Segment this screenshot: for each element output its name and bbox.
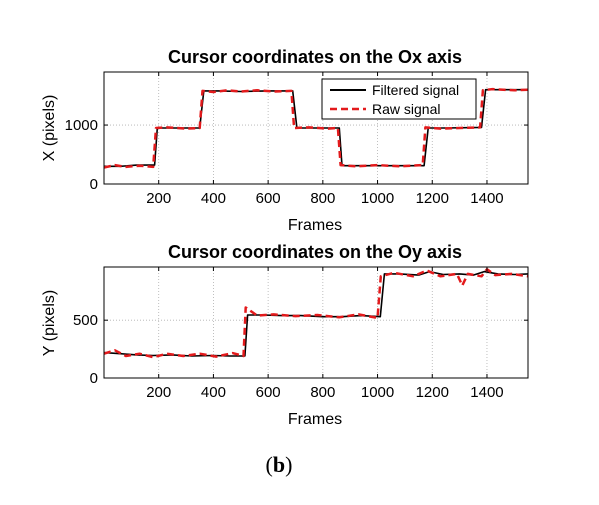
y-tick-label: 1000 [65, 117, 98, 134]
x-tick-label: 200 [146, 384, 171, 401]
y-tick-label: 0 [90, 370, 98, 387]
caption-open-paren: ( [266, 452, 273, 477]
legend: Filtered signal Raw signal [321, 78, 477, 120]
x-tick-label: 600 [256, 190, 281, 207]
caption-label: b [273, 452, 285, 477]
chart-title: Cursor coordinates on the Oy axis [168, 242, 462, 262]
plot-background [104, 267, 528, 378]
y-axis-label: X (pixels) [41, 95, 58, 162]
x-tick-label: 1000 [361, 384, 394, 401]
chart-oy-axis: Cursor coordinates on the Oy axis Frames… [41, 242, 529, 428]
x-tick-label: 1200 [416, 190, 449, 207]
y-tick-label: 0 [90, 176, 98, 193]
chart-ox-axis: Cursor coordinates on the Ox axis Frames… [41, 47, 529, 234]
figure-caption: (b) [266, 452, 293, 477]
series-line-raw [103, 268, 529, 359]
x-tick-label: 1200 [416, 384, 449, 401]
x-axis-label: Frames [288, 217, 342, 234]
x-tick-label: 1400 [470, 190, 503, 207]
legend-box [321, 78, 477, 120]
x-tick-label: 800 [310, 384, 335, 401]
caption-close-paren: ) [285, 452, 292, 477]
x-tick-label: 600 [256, 384, 281, 401]
x-tick-label: 800 [310, 190, 335, 207]
x-tick-label: 400 [201, 190, 226, 207]
legend-label-filtered: Filtered signal [372, 82, 459, 98]
x-axis-label: Frames [288, 411, 342, 428]
axes-frame [103, 71, 529, 185]
x-tick-label: 1400 [470, 384, 503, 401]
axes-frame [103, 266, 529, 379]
x-tick-label: 400 [201, 384, 226, 401]
legend-label-raw: Raw signal [372, 101, 440, 117]
x-tick-label: 1000 [361, 190, 394, 207]
y-axis-label: Y (pixels) [41, 290, 58, 356]
chart-title: Cursor coordinates on the Ox axis [168, 47, 462, 67]
x-tick-label: 200 [146, 190, 171, 207]
series-line-raw [103, 87, 529, 169]
plot-area: 200 400 600 800 1000 1200 1400 0 500 [73, 266, 529, 401]
y-tick-label: 500 [73, 312, 98, 329]
